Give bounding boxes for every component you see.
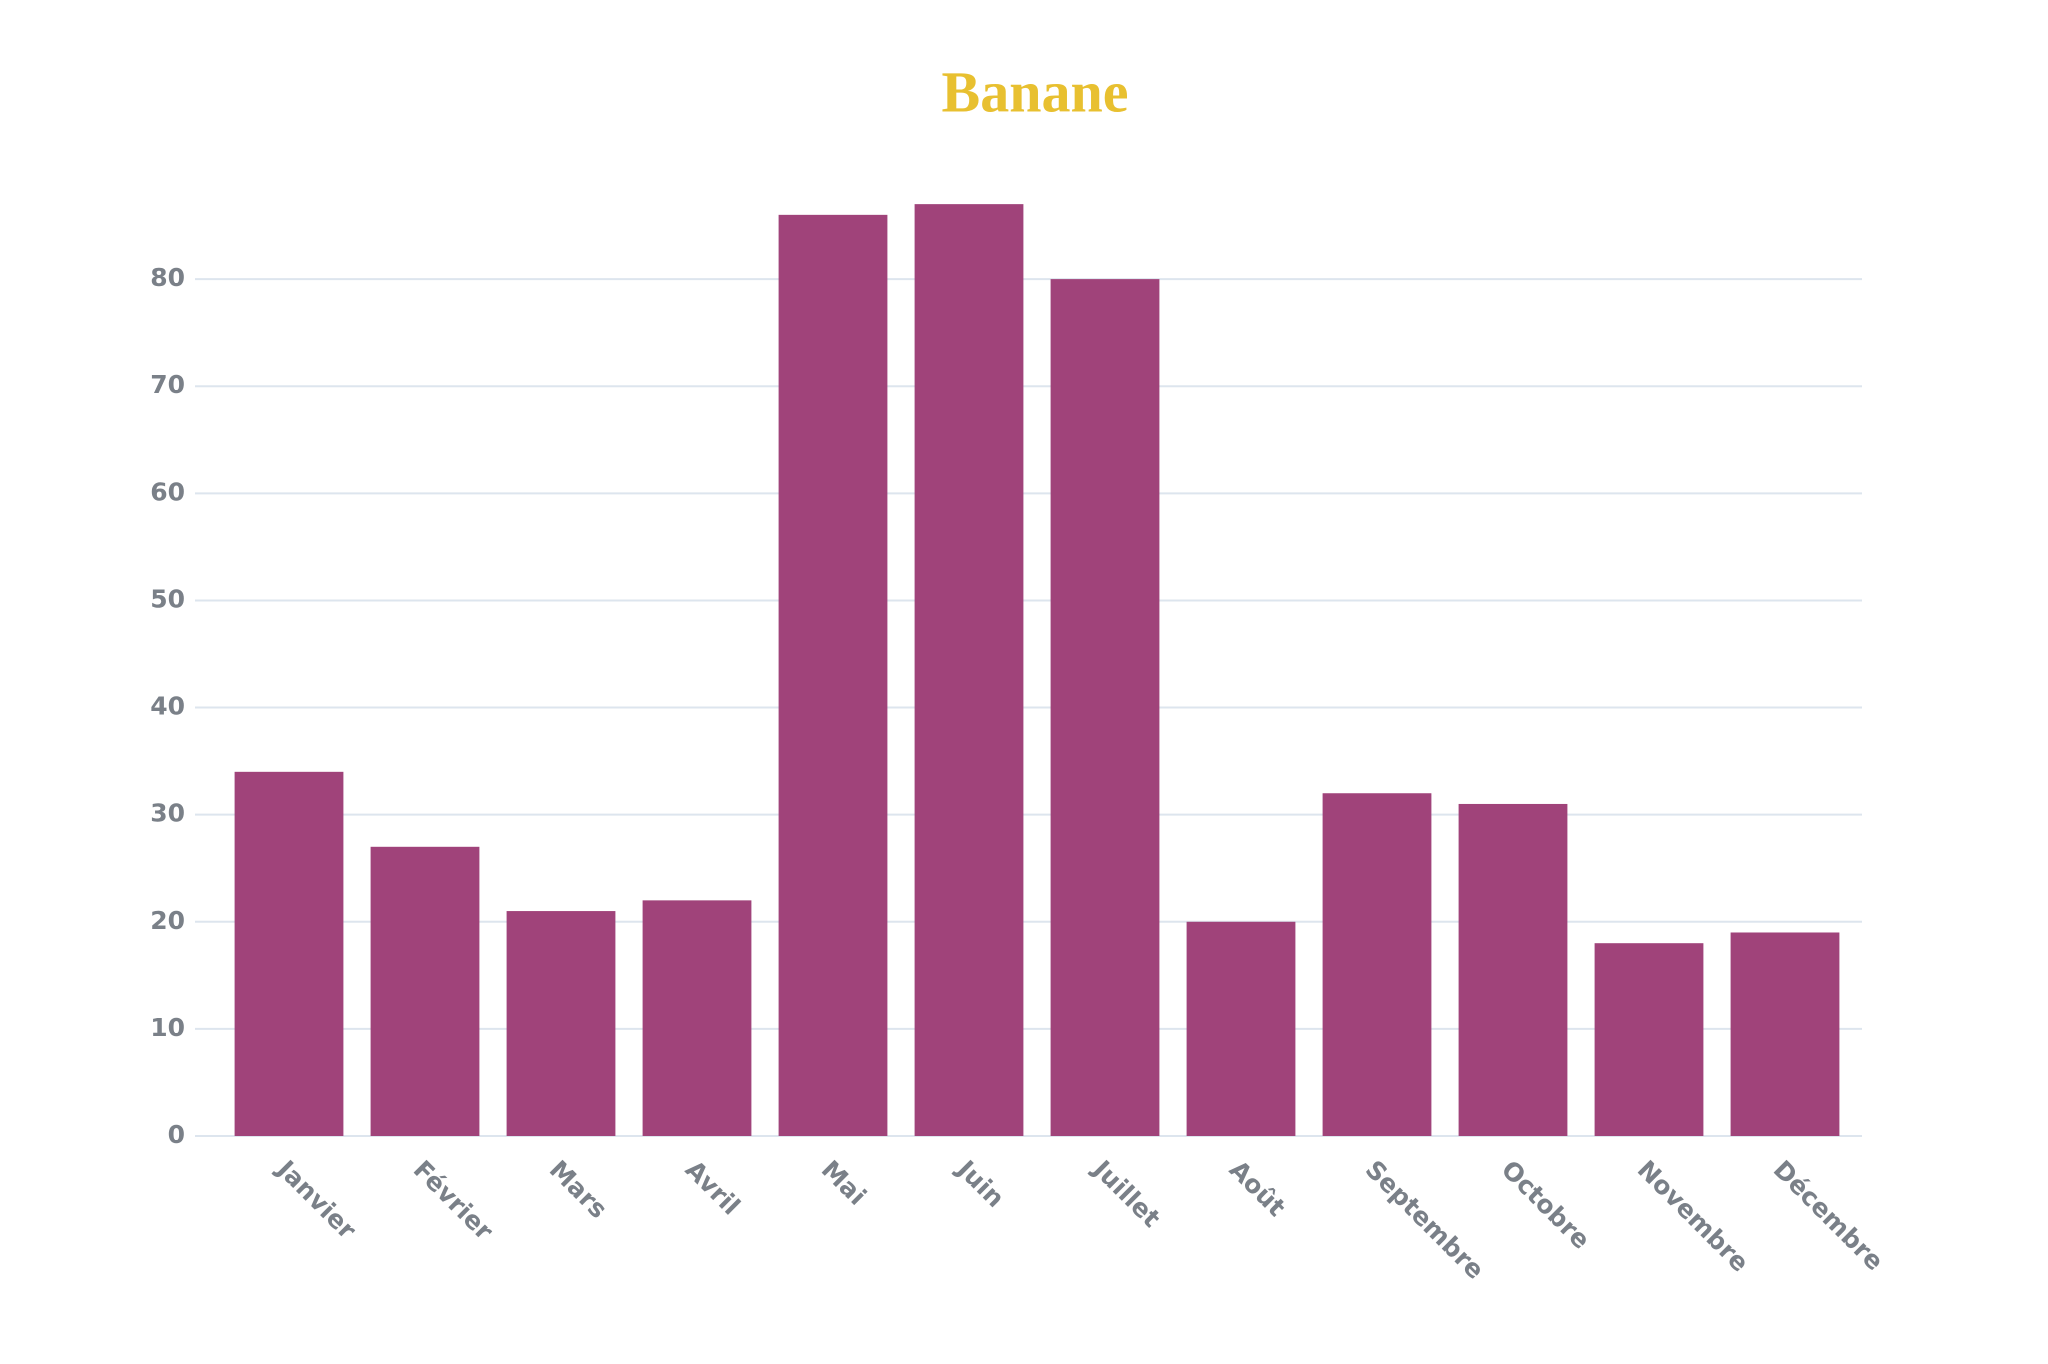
bar bbox=[234, 771, 344, 1136]
bar bbox=[1050, 279, 1160, 1137]
y-tick-label: 30 bbox=[150, 799, 185, 828]
bar bbox=[914, 204, 1024, 1137]
y-tick-label: 80 bbox=[150, 263, 185, 292]
x-tick-label: Avril bbox=[680, 1155, 746, 1221]
chart-title: Banane bbox=[942, 59, 1129, 124]
bar bbox=[1594, 943, 1704, 1136]
bar bbox=[1458, 803, 1568, 1136]
bar bbox=[1322, 793, 1432, 1136]
y-tick-label: 40 bbox=[150, 692, 185, 721]
y-tick-label: 50 bbox=[150, 584, 185, 613]
y-tick-label: 10 bbox=[150, 1013, 185, 1042]
x-tick-label: Mars bbox=[544, 1155, 613, 1224]
y-tick-label: 70 bbox=[150, 370, 185, 399]
x-tick-label: Août bbox=[1224, 1155, 1291, 1222]
bar bbox=[1730, 932, 1840, 1136]
x-tick-label: Mai bbox=[816, 1155, 872, 1211]
x-tick-label: Février bbox=[408, 1155, 499, 1246]
bar bbox=[778, 214, 888, 1136]
x-tick-label: Juin bbox=[950, 1153, 1010, 1213]
bar bbox=[370, 846, 480, 1136]
y-tick-label: 60 bbox=[150, 477, 185, 506]
x-tick-label: Novembre bbox=[1632, 1155, 1755, 1278]
bar bbox=[506, 911, 616, 1136]
x-tick-label: Octobre bbox=[1496, 1155, 1596, 1255]
x-tick-label: Janvier bbox=[270, 1153, 362, 1245]
bar bbox=[642, 900, 752, 1136]
y-tick-label: 0 bbox=[168, 1120, 185, 1149]
y-tick-label: 20 bbox=[150, 906, 185, 935]
x-tick-label: Décembre bbox=[1768, 1155, 1889, 1276]
x-tick-label: Juillet bbox=[1086, 1153, 1166, 1233]
bar bbox=[1186, 921, 1296, 1136]
x-tick-label: Septembre bbox=[1360, 1155, 1490, 1285]
